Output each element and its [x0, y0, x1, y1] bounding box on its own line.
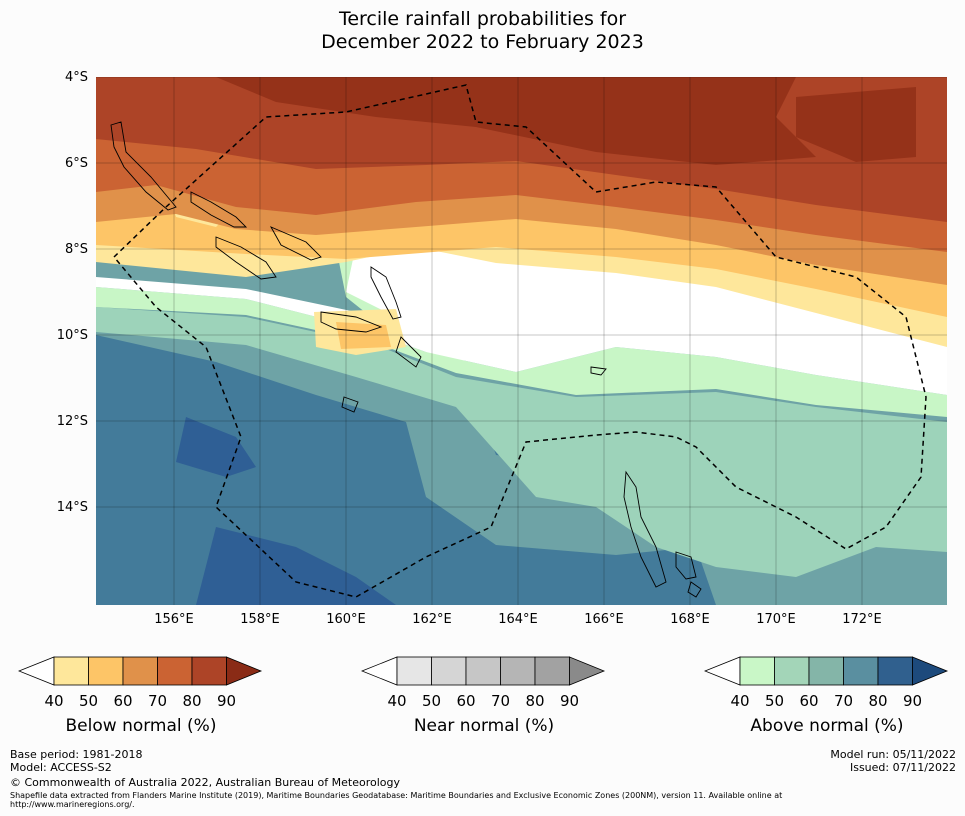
- cbar-above-80-90: [877, 656, 913, 686]
- lon-label-162e: 162°E: [412, 612, 452, 627]
- lat-label-14s: 14°S: [56, 500, 88, 515]
- cbar-above-60-70: [808, 656, 844, 686]
- region-below-90-b: [796, 87, 916, 162]
- lon-label-158e: 158°E: [240, 612, 280, 627]
- colorbar-near-caption: Near normal (%): [413, 716, 555, 736]
- island-malaita: [370, 266, 402, 320]
- lon-label-156e: 156°E: [154, 612, 194, 627]
- lon-label-166e: 166°E: [584, 612, 624, 627]
- tick-below-50: 50: [78, 692, 99, 710]
- tick-above-60: 60: [799, 692, 819, 710]
- region-below-90: [216, 77, 816, 165]
- island-malakula: [675, 551, 697, 580]
- eez-boundary: [112, 84, 927, 598]
- tick-above-80: 80: [868, 692, 888, 710]
- island-makira: [395, 336, 422, 368]
- cbar-above-min: [704, 656, 741, 686]
- region-below-40-50: [96, 242, 947, 347]
- tick-near-70: 70: [490, 692, 511, 710]
- tick-above-50: 50: [764, 692, 785, 710]
- lon-label-172e: 172°E: [842, 612, 882, 627]
- model-run: Model run: 05/11/2022: [830, 748, 956, 761]
- islands: [110, 121, 702, 598]
- shapefile-credit-2: http://www.marineregions.org/.: [10, 800, 135, 809]
- region-below-50-60: [96, 212, 947, 317]
- cbar-above-max: [912, 656, 949, 686]
- tick-above-90: 90: [902, 692, 923, 710]
- tick-near-60: 60: [456, 692, 476, 710]
- island-bougainville: [110, 121, 177, 211]
- issued-date: Issued: 07/11/2022: [849, 761, 956, 774]
- title-line-1: Tercile rainfall probabilities for: [338, 8, 627, 30]
- cbar-above-70-80: [843, 656, 879, 686]
- lon-label-164e: 164°E: [498, 612, 538, 627]
- colorbar-above: [704, 656, 949, 686]
- cbar-near-min: [361, 656, 398, 686]
- lat-label-12s: 12°S: [56, 414, 88, 429]
- cbar-near-40-50: [396, 656, 432, 686]
- map-svg: [96, 77, 947, 605]
- tick-above-70: 70: [833, 692, 854, 710]
- island-santa-cruz: [590, 366, 607, 376]
- colorbar-below-caption: Below normal (%): [65, 716, 217, 736]
- lon-label-160e: 160°E: [326, 612, 366, 627]
- cbar-below-60-70: [122, 656, 158, 686]
- island-new-georgia: [215, 236, 277, 280]
- cbar-near-50-60: [431, 656, 467, 686]
- island-santa-isabel: [269, 226, 322, 261]
- tick-above-40: 40: [730, 692, 750, 710]
- title-line-2: December 2022 to February 2023: [321, 31, 644, 53]
- cbar-below-min: [18, 656, 55, 686]
- region-above-50-60: [96, 307, 947, 577]
- cbar-near-70-80: [500, 656, 536, 686]
- graticule: [96, 77, 947, 605]
- colorbar-above-caption: Above normal (%): [750, 716, 904, 736]
- cbar-above-40-50: [739, 656, 775, 686]
- tick-near-80: 80: [525, 692, 545, 710]
- region-below-60-70: [96, 182, 947, 285]
- region-above-80-90-a: [176, 417, 256, 477]
- island-guadalcanal: [320, 311, 383, 333]
- cbar-below-40-50: [53, 656, 89, 686]
- island-espiritu-santo: [623, 470, 667, 588]
- region-below-70-80: [96, 137, 947, 252]
- shapefile-credit-1: Shapefile data extracted from Flanders M…: [10, 791, 783, 800]
- cbar-near-max: [569, 656, 606, 686]
- region-below-50-60-b: [336, 322, 391, 349]
- tick-near-90: 90: [559, 692, 580, 710]
- region-above-40-50: [96, 287, 947, 417]
- tick-near-40: 40: [387, 692, 407, 710]
- tick-below-60: 60: [113, 692, 133, 710]
- lat-label-4s: 4°S: [64, 70, 88, 85]
- tick-below-90: 90: [216, 692, 237, 710]
- probability-map[interactable]: [96, 77, 947, 605]
- base-period: Base period: 1981-2018: [10, 748, 143, 761]
- colorbar-near: [361, 656, 606, 686]
- cbar-near-80-90: [534, 656, 570, 686]
- cbar-below-50-60: [88, 656, 124, 686]
- cbar-above-50-60: [774, 656, 810, 686]
- tick-below-40: 40: [44, 692, 64, 710]
- copyright: © Commonwealth of Australia 2022, Austra…: [10, 776, 400, 789]
- cbar-near-60-70: [465, 656, 501, 686]
- island-choiseul: [190, 191, 248, 228]
- cbar-below-80-90: [191, 656, 227, 686]
- tick-near-50: 50: [421, 692, 442, 710]
- chart-title: Tercile rainfall probabilities for Decem…: [0, 8, 965, 54]
- lat-label-6s: 6°S: [64, 156, 88, 171]
- cbar-below-max: [226, 656, 263, 686]
- cbar-below-70-80: [157, 656, 193, 686]
- tick-below-70: 70: [147, 692, 168, 710]
- tick-below-80: 80: [182, 692, 202, 710]
- region-above-80-90-b: [196, 527, 396, 605]
- island-efate: [687, 581, 702, 598]
- lat-label-8s: 8°S: [64, 242, 88, 257]
- region-normal: [96, 242, 947, 395]
- lat-label-10s: 10°S: [56, 328, 88, 343]
- colorbar-below: [18, 656, 263, 686]
- model-name: Model: ACCESS-S2: [10, 761, 112, 774]
- island-rennell: [341, 396, 359, 413]
- lon-label-168e: 168°E: [670, 612, 710, 627]
- lon-label-170e: 170°E: [756, 612, 796, 627]
